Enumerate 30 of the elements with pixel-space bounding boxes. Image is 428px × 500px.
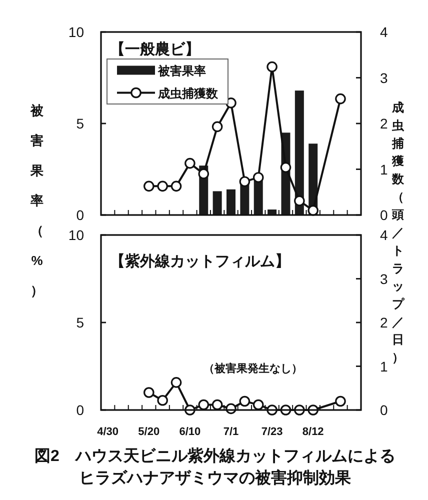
panel-title: 【一般農ビ】 (110, 41, 200, 58)
y2-axis-title: 成虫捕獲数（頭／トラップ／日） (392, 100, 404, 365)
caption: 図2 ハウス天ビニル紫外線カットフィルムによるヒラズハナアザミウマの被害抑制効果 (34, 448, 396, 487)
x-tick-label: 7/23 (261, 426, 283, 438)
legend-label: 成虫捕獲数 (158, 86, 218, 100)
y2-tick-label: 1 (380, 358, 388, 374)
y-tick-label: 5 (76, 116, 84, 132)
y2-tick-label: 2 (380, 314, 388, 330)
x-tick-label: 4/30 (97, 426, 119, 438)
y-tick-label: 0 (76, 207, 84, 223)
y-tick-label: 0 (76, 402, 84, 418)
x-tick-label: 6/10 (179, 426, 201, 438)
y-tick-label: 10 (68, 24, 84, 40)
legend-label: 被害果率 (158, 64, 206, 78)
y2-tick-label: 1 (380, 161, 388, 178)
y2-tick-label: 4 (380, 227, 388, 243)
y2-tick-label: 3 (380, 270, 388, 287)
annotation: （被害果発生なし） (204, 363, 302, 375)
panel-title: 【紫外線カットフィルム】 (110, 253, 290, 270)
x-tick-label: 5/20 (138, 426, 160, 438)
y2-tick-label: 3 (380, 70, 388, 86)
y-tick-label: 5 (76, 314, 84, 330)
y-axis-title: 被害果率（%） (30, 102, 44, 298)
y2-tick-label: 2 (380, 116, 388, 132)
y-tick-label: 10 (68, 227, 84, 243)
y2-tick-label: 0 (380, 402, 388, 418)
y2-tick-label: 4 (380, 24, 388, 40)
x-tick-label: 8/12 (302, 426, 324, 438)
y2-tick-label: 0 (380, 207, 388, 223)
x-tick-label: 7/1 (223, 426, 239, 438)
